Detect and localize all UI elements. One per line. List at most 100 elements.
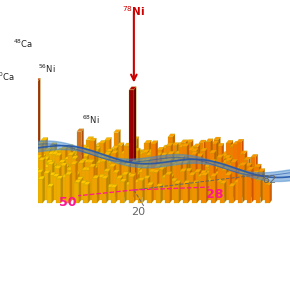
Polygon shape	[39, 157, 45, 160]
Polygon shape	[213, 146, 215, 171]
Polygon shape	[126, 148, 133, 151]
Polygon shape	[37, 142, 44, 145]
Polygon shape	[28, 154, 32, 180]
Polygon shape	[12, 151, 16, 174]
Polygon shape	[89, 147, 91, 174]
Polygon shape	[103, 175, 105, 200]
Polygon shape	[153, 156, 158, 171]
Polygon shape	[70, 167, 72, 188]
Polygon shape	[66, 145, 73, 148]
Polygon shape	[95, 165, 99, 183]
Polygon shape	[24, 137, 29, 177]
Polygon shape	[228, 176, 231, 191]
Polygon shape	[65, 163, 67, 191]
Polygon shape	[97, 163, 101, 191]
Polygon shape	[12, 148, 19, 151]
Polygon shape	[153, 170, 159, 173]
Polygon shape	[144, 151, 146, 174]
Polygon shape	[106, 149, 113, 152]
Polygon shape	[62, 168, 67, 186]
Polygon shape	[198, 165, 203, 186]
Polygon shape	[242, 172, 244, 203]
Polygon shape	[199, 143, 204, 171]
Polygon shape	[56, 152, 59, 177]
Text: $^{56}$Ni: $^{56}$Ni	[38, 63, 56, 75]
Polygon shape	[190, 149, 194, 171]
Polygon shape	[231, 161, 238, 164]
Polygon shape	[134, 182, 139, 200]
Polygon shape	[217, 180, 219, 197]
Polygon shape	[168, 151, 175, 154]
Polygon shape	[118, 178, 123, 194]
Polygon shape	[190, 160, 193, 183]
Polygon shape	[179, 158, 182, 188]
Polygon shape	[142, 150, 149, 153]
Polygon shape	[94, 138, 96, 186]
Polygon shape	[71, 159, 76, 186]
Polygon shape	[84, 150, 89, 174]
Polygon shape	[251, 167, 254, 203]
Polygon shape	[62, 148, 64, 174]
Polygon shape	[84, 181, 87, 200]
Polygon shape	[194, 146, 197, 171]
Polygon shape	[123, 151, 130, 154]
Polygon shape	[41, 142, 44, 180]
Polygon shape	[208, 169, 212, 186]
Polygon shape	[233, 167, 240, 170]
Polygon shape	[49, 148, 51, 171]
Polygon shape	[209, 164, 211, 183]
Polygon shape	[39, 160, 43, 188]
Polygon shape	[176, 161, 178, 186]
Polygon shape	[137, 166, 142, 180]
Polygon shape	[186, 160, 193, 162]
Polygon shape	[204, 144, 209, 168]
Polygon shape	[168, 134, 175, 137]
Polygon shape	[163, 162, 165, 183]
Polygon shape	[134, 87, 136, 188]
Polygon shape	[46, 163, 51, 180]
Polygon shape	[130, 145, 137, 148]
Polygon shape	[182, 164, 186, 194]
Polygon shape	[155, 155, 160, 180]
Polygon shape	[98, 175, 105, 177]
Polygon shape	[160, 168, 165, 191]
Polygon shape	[208, 149, 213, 171]
Polygon shape	[0, 85, 6, 88]
Polygon shape	[113, 155, 115, 171]
Polygon shape	[240, 154, 245, 183]
Polygon shape	[78, 163, 83, 191]
Polygon shape	[171, 178, 177, 181]
Polygon shape	[7, 99, 10, 174]
Polygon shape	[120, 159, 127, 162]
Polygon shape	[53, 177, 57, 200]
Polygon shape	[165, 153, 167, 177]
Polygon shape	[167, 145, 169, 171]
Polygon shape	[189, 175, 193, 200]
Polygon shape	[18, 140, 21, 168]
Polygon shape	[46, 160, 53, 163]
Polygon shape	[134, 145, 137, 174]
Polygon shape	[0, 89, 2, 168]
Polygon shape	[249, 180, 256, 183]
Polygon shape	[232, 161, 235, 180]
Polygon shape	[191, 151, 198, 154]
Polygon shape	[136, 181, 141, 194]
Polygon shape	[231, 159, 238, 162]
Polygon shape	[259, 164, 261, 194]
Polygon shape	[176, 142, 179, 171]
Polygon shape	[197, 158, 204, 161]
Polygon shape	[226, 160, 230, 186]
Polygon shape	[38, 179, 43, 203]
Polygon shape	[227, 173, 234, 176]
Polygon shape	[126, 167, 133, 170]
Polygon shape	[141, 149, 148, 152]
Polygon shape	[136, 161, 138, 183]
Polygon shape	[133, 148, 140, 151]
Polygon shape	[222, 163, 227, 183]
Polygon shape	[193, 147, 198, 174]
Polygon shape	[75, 171, 82, 173]
Polygon shape	[19, 157, 23, 180]
Polygon shape	[231, 140, 233, 171]
Polygon shape	[110, 153, 117, 156]
Polygon shape	[157, 165, 160, 186]
